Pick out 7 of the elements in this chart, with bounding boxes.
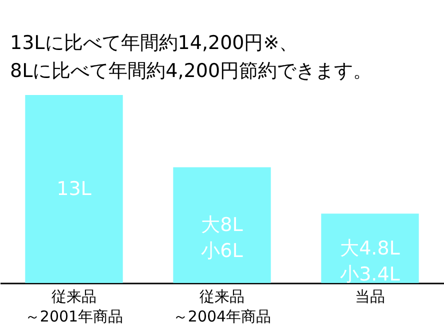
data-label: 大8L小6L (201, 214, 244, 262)
chart-title: 13Lに比べて年間約14,200円※、8Lに比べて年間約4,200円節約できます。 (10, 32, 372, 82)
x-tick-label: 当品 (355, 288, 385, 306)
x-tick-label: 従来品～2004年商品 (172, 288, 272, 326)
x-tick-label: 従来品～2001年商品 (24, 288, 124, 326)
data-label: 13L (56, 178, 92, 200)
data-label: 大4.8L小3.4L (340, 237, 400, 286)
